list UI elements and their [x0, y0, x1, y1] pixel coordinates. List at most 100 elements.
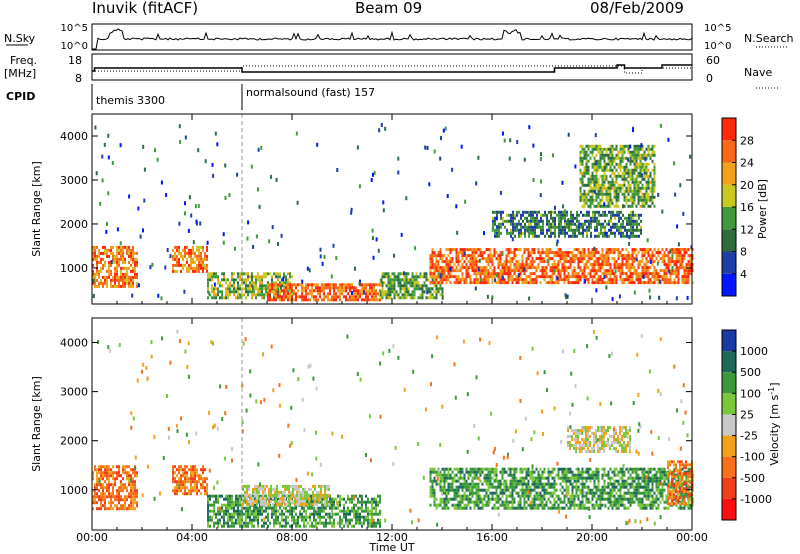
heatmap-cell [647, 281, 650, 285]
heatmap-cell [229, 518, 231, 522]
heatmap-cell [311, 286, 313, 290]
heatmap-cell [283, 281, 285, 285]
heatmap-cell [409, 284, 412, 288]
heatmap-cell [621, 174, 624, 178]
heatmap-cell [629, 272, 632, 276]
heatmap-cell [467, 269, 470, 273]
heatmap-cell [275, 283, 277, 287]
heatmap-cell [489, 272, 492, 276]
heatmap-cell [233, 272, 235, 276]
heatmap-cell [502, 131, 504, 136]
heatmap-cell [429, 485, 432, 489]
heatmap-cell [393, 284, 396, 288]
heatmap-cell [541, 272, 544, 276]
heatmap-cell [591, 192, 594, 196]
heatmap-cell [405, 290, 408, 294]
heatmap-cell [622, 234, 624, 238]
heatmap-cell [217, 521, 219, 525]
heatmap-cell [447, 260, 450, 264]
heatmap-cell [673, 281, 676, 285]
heatmap-cell [290, 490, 292, 494]
freq-label-line2: [MHz] [4, 67, 36, 80]
heatmap-cell [351, 295, 353, 299]
heatmap-cell [501, 269, 504, 273]
heatmap-cell [557, 278, 560, 282]
heatmap-cell [347, 512, 349, 516]
heatmap-cell [627, 183, 630, 187]
heatmap-cell [257, 506, 259, 510]
heatmap-cell [447, 470, 450, 474]
heatmap-cell [635, 162, 638, 166]
heatmap-cell [110, 281, 112, 285]
heatmap-cell [528, 222, 530, 226]
heatmap-cell [626, 231, 628, 235]
heatmap-cell [102, 477, 104, 481]
heatmap-cell [393, 296, 396, 300]
heatmap-cell [625, 254, 628, 258]
heatmap-cell [461, 257, 464, 261]
heatmap-cell [345, 518, 347, 522]
heatmap-cell [389, 275, 392, 279]
heatmap-cell [455, 491, 458, 495]
heatmap-cell [563, 263, 566, 267]
heatmap-cell [647, 177, 650, 181]
heatmap-cell [192, 240, 195, 245]
heatmap-cell [389, 287, 392, 291]
heatmap-cell [204, 468, 206, 472]
heatmap-cell [633, 150, 636, 154]
heatmap-cell [102, 275, 104, 279]
heatmap-cell [248, 499, 250, 503]
heatmap-cell [651, 147, 654, 151]
heatmap-cell [211, 284, 213, 288]
heatmap-cell [333, 298, 335, 302]
heatmap-cell [451, 482, 454, 486]
heatmap-cell [377, 521, 379, 525]
heatmap-cell [122, 254, 124, 258]
heatmap-cell [551, 266, 554, 270]
heatmap-cell [533, 272, 536, 276]
heatmap-cell [442, 128, 445, 133]
heatmap-cell [128, 245, 130, 249]
heatmap-cell [120, 504, 122, 508]
heatmap-cell [343, 512, 345, 516]
heatmap-cell [292, 490, 294, 494]
heatmap-cell [354, 266, 356, 271]
heatmap-cell [132, 471, 134, 475]
heatmap-cell [611, 201, 614, 205]
heatmap-cell [300, 490, 302, 494]
heatmap-cell [521, 254, 524, 258]
heatmap-cell [358, 184, 361, 189]
heatmap-cell [677, 272, 680, 276]
heatmap-cell [601, 174, 604, 178]
heatmap-cell [539, 257, 542, 261]
heatmap-cell [120, 269, 122, 273]
heatmap-cell [511, 251, 514, 255]
heatmap-cell [669, 269, 672, 273]
heatmap-cell [343, 497, 345, 501]
heatmap-cell [445, 263, 448, 267]
heatmap-cell [653, 186, 656, 190]
heatmap-cell [633, 189, 636, 193]
heatmap-cell [221, 284, 223, 288]
heatmap-cell [207, 272, 209, 276]
heatmap-cell [671, 248, 674, 252]
heatmap-cell [651, 263, 654, 267]
heatmap-cell [554, 222, 556, 226]
heatmap-cell [609, 153, 612, 157]
heatmap-cell [278, 502, 280, 506]
heatmap-cell [461, 506, 464, 510]
heatmap-cell [621, 150, 624, 154]
heatmap-cell [639, 198, 642, 202]
heatmap-cell [563, 266, 566, 270]
heatmap-cell [200, 245, 202, 249]
heatmap-cell [653, 260, 656, 264]
heatmap-cell [593, 177, 596, 181]
heatmap-cell [594, 133, 597, 138]
heatmap-cell [134, 263, 136, 267]
heatmap-cell [549, 251, 552, 255]
heatmap-cell [591, 189, 594, 193]
heatmap-cell [128, 465, 130, 469]
heatmap-cell [629, 198, 632, 202]
heatmap-cell [607, 189, 610, 193]
heatmap-cell [459, 473, 462, 477]
